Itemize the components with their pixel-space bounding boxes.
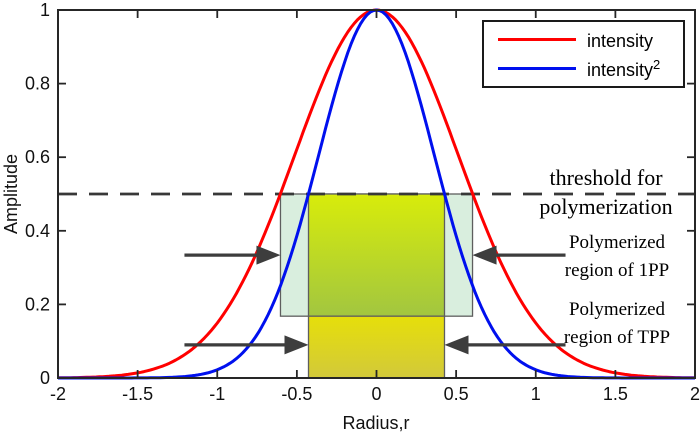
region-tpp-annotation-line2: region of TPP [563,326,671,348]
x-tick-label-0: -2 [50,384,66,404]
threshold-annotation: threshold for polymerization [508,163,700,221]
legend-label-intensity-text: intensity [587,31,654,52]
x-tick-label-3: -0.5 [281,384,312,404]
x-tick-label-7: 1.5 [603,384,628,404]
region-1pp-annotation-line2: region of 1PP [564,259,670,281]
region-1pp-annotation-line1: Polymerized [568,232,666,253]
x-tick-label-2: -1 [209,384,225,404]
polymerized-overlap-rect [307,193,446,317]
legend-label-intensity-squared: intensity2 [587,58,660,79]
y-tick-label-3: 0.6 [25,147,50,167]
arrow-left-tpp-head [284,335,309,355]
y-tick-label-1: 0.2 [25,294,50,314]
legend-item-intensity: intensity [484,29,683,50]
x-tick-label-4: 0 [371,384,381,404]
legend-box: intensity intensity2 [482,20,685,88]
x-tick-label-1: -1.5 [122,384,153,404]
y-tick-label-2: 0.4 [25,221,50,241]
legend-item-intensity-squared: intensity2 [484,58,683,79]
intensity-squared-line-swatch [498,66,576,70]
intensity-line-swatch [498,38,576,42]
x-tick-label-8: 2 [690,384,700,404]
x-axis-label: Radius,r [342,413,410,433]
tick-marks [57,9,696,379]
arrow-left-1pp-head [256,245,281,265]
arrow-right-1pp-head [472,245,497,265]
arrow-left-1pp [184,245,281,265]
arrow-right-tpp [444,335,566,355]
x-tick-label-6: 1 [531,384,541,404]
arrow-left-tpp [184,335,309,355]
region-1pp-annotation: Polymerized region of 1PP [537,229,697,284]
region-tpp-annotation-line1: Polymerized [568,299,666,320]
legend-label-intensity-squared-sup: 2 [653,56,661,72]
x-tick-label-5: 0.5 [444,384,469,404]
threshold-annotation-line1: threshold for [549,165,663,190]
y-tick-label-4: 0.8 [25,74,50,94]
region-tpp-annotation: Polymerized region of TPP [537,296,697,351]
arrow-right-1pp [472,245,566,265]
legend-label-intensity: intensity [587,29,653,50]
y-tick-label-5: 1 [40,0,50,20]
y-axis-label: Amplitude [1,153,21,235]
threshold-annotation-line2: polymerization [539,194,673,220]
y-tick-label-0: 0 [40,368,50,388]
polymerized-region-tpp-rect [307,315,446,379]
legend-label-intensity-squared-text: intensity [587,59,654,80]
arrow-right-tpp-head [444,335,469,355]
